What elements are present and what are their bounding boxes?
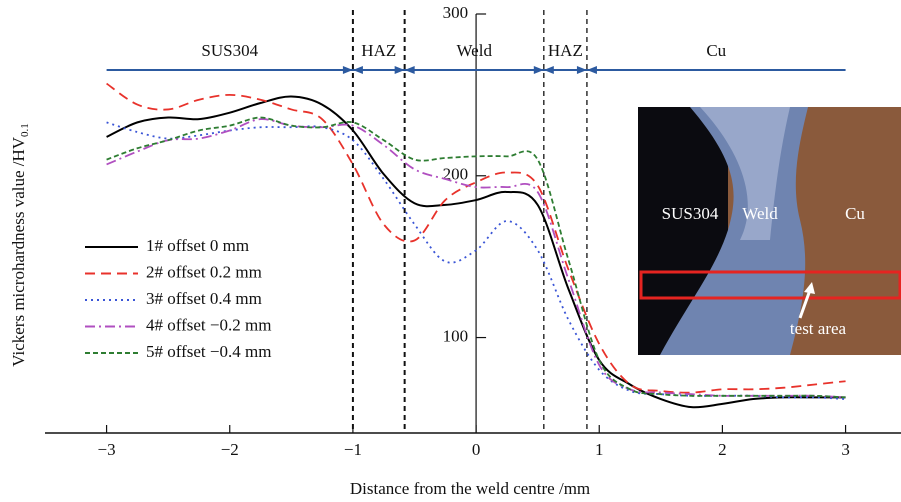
inset-weld-highlight xyxy=(700,107,790,240)
region-label: HAZ xyxy=(361,41,396,60)
inset-label: Cu xyxy=(845,204,865,223)
region-arrowhead xyxy=(586,66,597,74)
x-tick-label: 2 xyxy=(718,440,727,459)
data-line xyxy=(106,118,846,399)
x-tick-label: −1 xyxy=(344,440,362,459)
region-label: Cu xyxy=(706,41,726,60)
region-arrowhead xyxy=(576,66,587,74)
inset-arrowhead xyxy=(804,282,815,294)
data-line xyxy=(106,116,846,399)
x-tick-label: −2 xyxy=(221,440,239,459)
region-arrowhead xyxy=(404,66,415,74)
x-axis-label: Distance from the weld centre /mm xyxy=(350,479,590,498)
x-tick-label: 3 xyxy=(841,440,850,459)
inset-label: test area xyxy=(790,319,847,338)
y-tick-label: 300 xyxy=(443,3,469,22)
inset-label: Weld xyxy=(742,204,778,223)
region-arrowhead xyxy=(352,66,363,74)
x-tick-label: 0 xyxy=(472,440,481,459)
y-tick-label: 200 xyxy=(443,165,469,184)
y-axis-label: Vickers microhardness value /HV0.1 xyxy=(9,123,31,367)
inset-test-area-box xyxy=(639,270,901,300)
data-line xyxy=(106,95,846,409)
region-arrowhead xyxy=(394,66,405,74)
legend-label: 2# offset 0.2 mm xyxy=(146,262,262,281)
data-line xyxy=(106,82,846,394)
legend-label: 3# offset 0.4 mm xyxy=(146,289,262,308)
region-label: HAZ xyxy=(548,41,583,60)
y-axis-label-main: Vickers microhardness value /HV xyxy=(9,136,28,367)
region-label: SUS304 xyxy=(201,41,258,60)
region-arrowhead xyxy=(533,66,544,74)
x-tick-label: −3 xyxy=(98,440,116,459)
x-tick-label: 1 xyxy=(595,440,604,459)
inset-photo: SUS304 Weld Cu test area xyxy=(638,107,901,355)
inset-label: SUS304 xyxy=(662,204,719,223)
y-axis-label-sub: 0.1 xyxy=(19,123,31,137)
legend-label: 5# offset −0.4 mm xyxy=(146,342,271,361)
y-tick-label: 100 xyxy=(443,326,469,345)
inset-arrow xyxy=(798,289,812,319)
legend-label: 1# offset 0 mm xyxy=(146,236,249,255)
region-label: Weld xyxy=(457,41,493,60)
region-arrowhead xyxy=(543,66,554,74)
region-arrowhead xyxy=(342,66,353,74)
legend-label: 4# offset −0.2 mm xyxy=(146,315,271,334)
